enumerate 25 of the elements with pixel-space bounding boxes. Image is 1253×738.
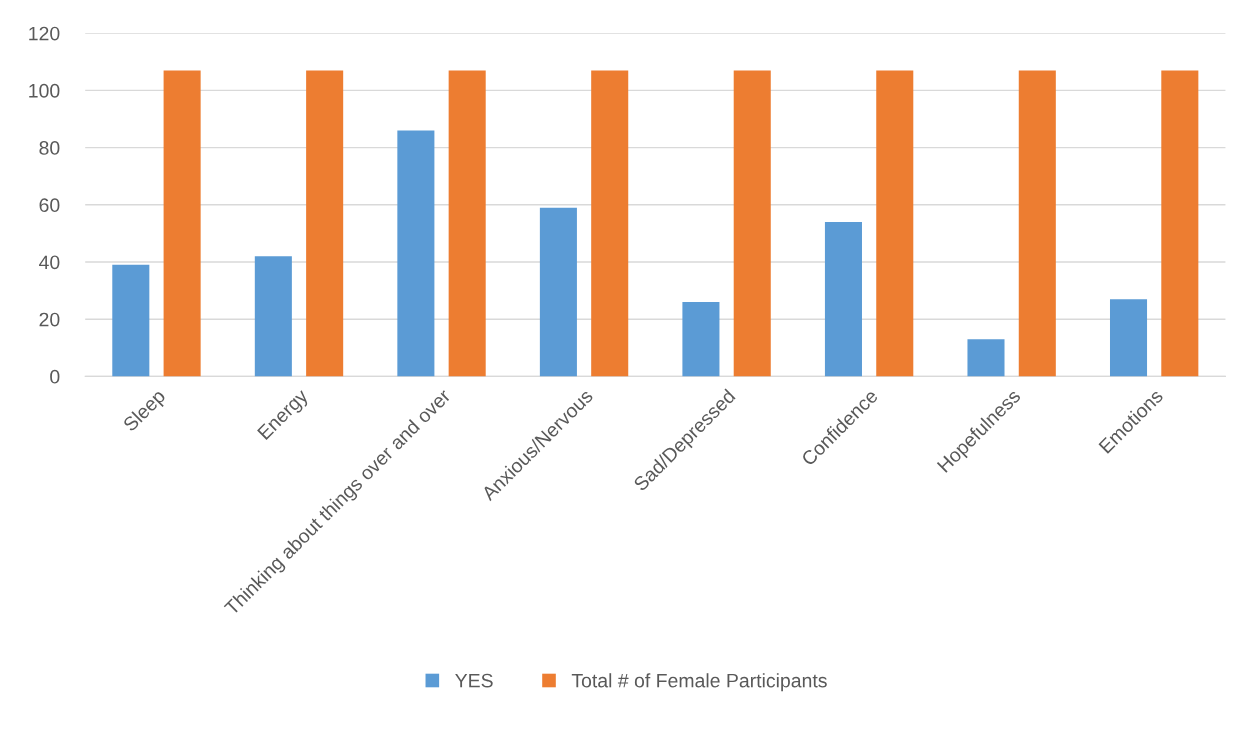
bar [1018,70,1056,377]
bar [876,70,914,377]
bar [397,130,435,377]
y-tick-label: 100 [29,83,60,98]
bar [1161,70,1199,377]
y-tick-label: 20 [39,312,60,327]
bar [591,70,629,377]
legend-label: Total # of Female Participants [571,673,827,692]
bar [824,221,862,377]
bar [112,264,150,377]
bar [1109,299,1148,377]
y-tick-label: 40 [39,255,60,270]
bar [448,70,486,377]
bar [306,70,344,377]
y-tick-label: 120 [29,26,60,41]
legend-label: YES [455,673,493,688]
bar [733,70,771,377]
bar [539,207,577,377]
y-tick-label: 0 [50,369,60,384]
bar [254,256,292,377]
y-tick-label: 80 [39,141,60,155]
y-tick-label: 60 [39,198,60,213]
bar [163,70,201,377]
bar [967,339,1005,377]
bar [682,302,720,377]
